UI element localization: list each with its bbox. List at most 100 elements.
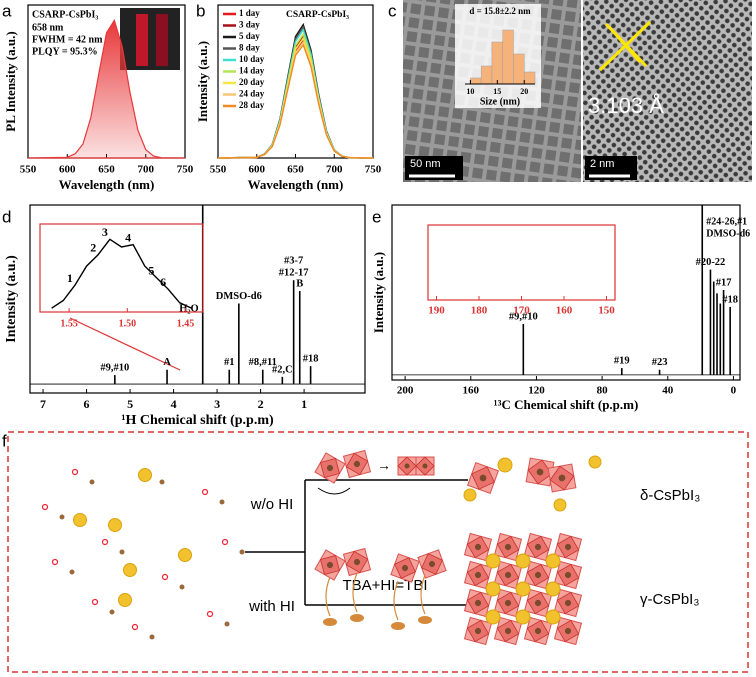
x-tick-label: 200 bbox=[397, 385, 414, 397]
cs-atom bbox=[73, 513, 87, 527]
scale-bar-label: 2 nm bbox=[590, 158, 614, 170]
pb-atom bbox=[504, 571, 512, 579]
route-label: with HI bbox=[248, 598, 295, 615]
x-tick-label: 3 bbox=[214, 397, 220, 411]
octahedron bbox=[417, 549, 447, 579]
x-tick-label: 0 bbox=[731, 385, 737, 397]
x-axis-label: ¹³C Chemical shift (p.p.m) bbox=[494, 397, 639, 412]
octahedron bbox=[463, 588, 493, 618]
pb-atom bbox=[534, 627, 542, 635]
x-tick-label: 190 bbox=[428, 305, 445, 317]
i-atom bbox=[221, 538, 229, 546]
pb-atom bbox=[558, 474, 566, 482]
pb-atom bbox=[474, 627, 482, 635]
x-tick-label: 750 bbox=[365, 164, 382, 176]
x-tick-label: 600 bbox=[249, 164, 266, 176]
ligand-head bbox=[418, 616, 432, 624]
ligand-head bbox=[350, 614, 364, 622]
cs-atom bbox=[515, 581, 531, 597]
legend-label: 24 day bbox=[239, 89, 265, 99]
legend-label: 3 day bbox=[239, 20, 260, 30]
octahedron bbox=[553, 560, 583, 590]
pb-atom bbox=[504, 599, 512, 607]
vial bbox=[156, 14, 168, 66]
peak-label: DMSO-d6 bbox=[706, 228, 750, 239]
x-tick-label: 700 bbox=[326, 164, 343, 176]
ligand-tail bbox=[393, 580, 399, 621]
i-atom bbox=[51, 558, 59, 566]
x-tick-label: 650 bbox=[287, 164, 304, 176]
octahedron bbox=[342, 449, 372, 479]
octahedron bbox=[493, 532, 523, 562]
octahedron bbox=[463, 616, 493, 646]
x-tick-label: 7 bbox=[40, 397, 46, 411]
pb-atom bbox=[504, 627, 512, 635]
x-tick-label: 6 bbox=[84, 397, 90, 411]
octahedron bbox=[466, 461, 500, 495]
legend-label: 14 day bbox=[239, 66, 265, 76]
bar bbox=[523, 71, 536, 85]
i-atom bbox=[41, 503, 49, 511]
plot-frame bbox=[391, 204, 741, 381]
peak-label: 2 bbox=[90, 240, 96, 254]
pb-atom bbox=[69, 569, 75, 575]
x-tick-label: 1.55 bbox=[60, 318, 78, 329]
peak-label: 3 bbox=[102, 225, 108, 239]
x-tick-label: 5 bbox=[127, 397, 133, 411]
cs-atom bbox=[497, 457, 513, 473]
pb-atom bbox=[474, 543, 482, 551]
pb-atom bbox=[353, 460, 361, 468]
pb-atom bbox=[564, 543, 572, 551]
peak-label: #24-26,#1 bbox=[706, 216, 747, 227]
octahedron bbox=[397, 456, 417, 476]
arrow: → bbox=[377, 459, 391, 474]
chart-title: d = 15.8±2.2 nm bbox=[469, 6, 531, 16]
inset-pointer bbox=[69, 317, 181, 371]
octahedron bbox=[547, 463, 577, 493]
pb-atom bbox=[326, 561, 334, 569]
peak-label: 4 bbox=[125, 230, 131, 244]
product-label: γ-CsPbI₃ bbox=[640, 591, 699, 608]
x-tick-label: 2 bbox=[258, 397, 264, 411]
pb-atom bbox=[59, 514, 65, 520]
peak-label: H₂O bbox=[179, 303, 198, 314]
octahedron bbox=[523, 616, 553, 646]
panel-label: f bbox=[2, 431, 7, 450]
pb-atom bbox=[504, 543, 512, 551]
pb-atom bbox=[422, 463, 428, 469]
octahedron bbox=[493, 560, 523, 590]
cs-atom bbox=[553, 498, 567, 512]
annotation: 658 nm bbox=[32, 22, 64, 33]
chart-title: CSARP-CsPbI₃ bbox=[286, 10, 349, 20]
x-tick-label: 160 bbox=[463, 385, 480, 397]
x-tick-label: 150 bbox=[598, 305, 615, 317]
bar bbox=[502, 29, 514, 85]
y-axis-label: Intensity (a.u.) bbox=[195, 41, 210, 122]
y-axis-label: Intensity (a.u.) bbox=[4, 255, 19, 343]
peak-label: #2,C bbox=[272, 364, 293, 375]
octahedron bbox=[314, 452, 346, 484]
ligand-tail bbox=[325, 576, 331, 617]
cs-atom bbox=[118, 593, 132, 607]
scale-bar-label: 50 nm bbox=[410, 158, 441, 170]
legend-label: 8 day bbox=[239, 43, 260, 53]
octahedron bbox=[390, 553, 420, 583]
lattice-line bbox=[604, 22, 648, 68]
i-atom bbox=[131, 623, 139, 631]
pb-atom bbox=[564, 599, 572, 607]
octahedron bbox=[493, 616, 523, 646]
octahedron bbox=[523, 588, 553, 618]
cs-atom bbox=[545, 609, 561, 625]
vial bbox=[136, 14, 148, 66]
curved-arrow bbox=[317, 487, 351, 495]
i-atom bbox=[201, 488, 209, 496]
legend-label: 1 day bbox=[239, 8, 260, 18]
cs-atom bbox=[138, 468, 152, 482]
x-tick-label: 170 bbox=[513, 305, 530, 317]
cs-atom bbox=[485, 553, 501, 569]
peak-label: #18 bbox=[722, 294, 738, 305]
i-atom bbox=[71, 468, 79, 476]
i-atom bbox=[206, 610, 214, 618]
x-tick-label: 80 bbox=[597, 385, 609, 397]
